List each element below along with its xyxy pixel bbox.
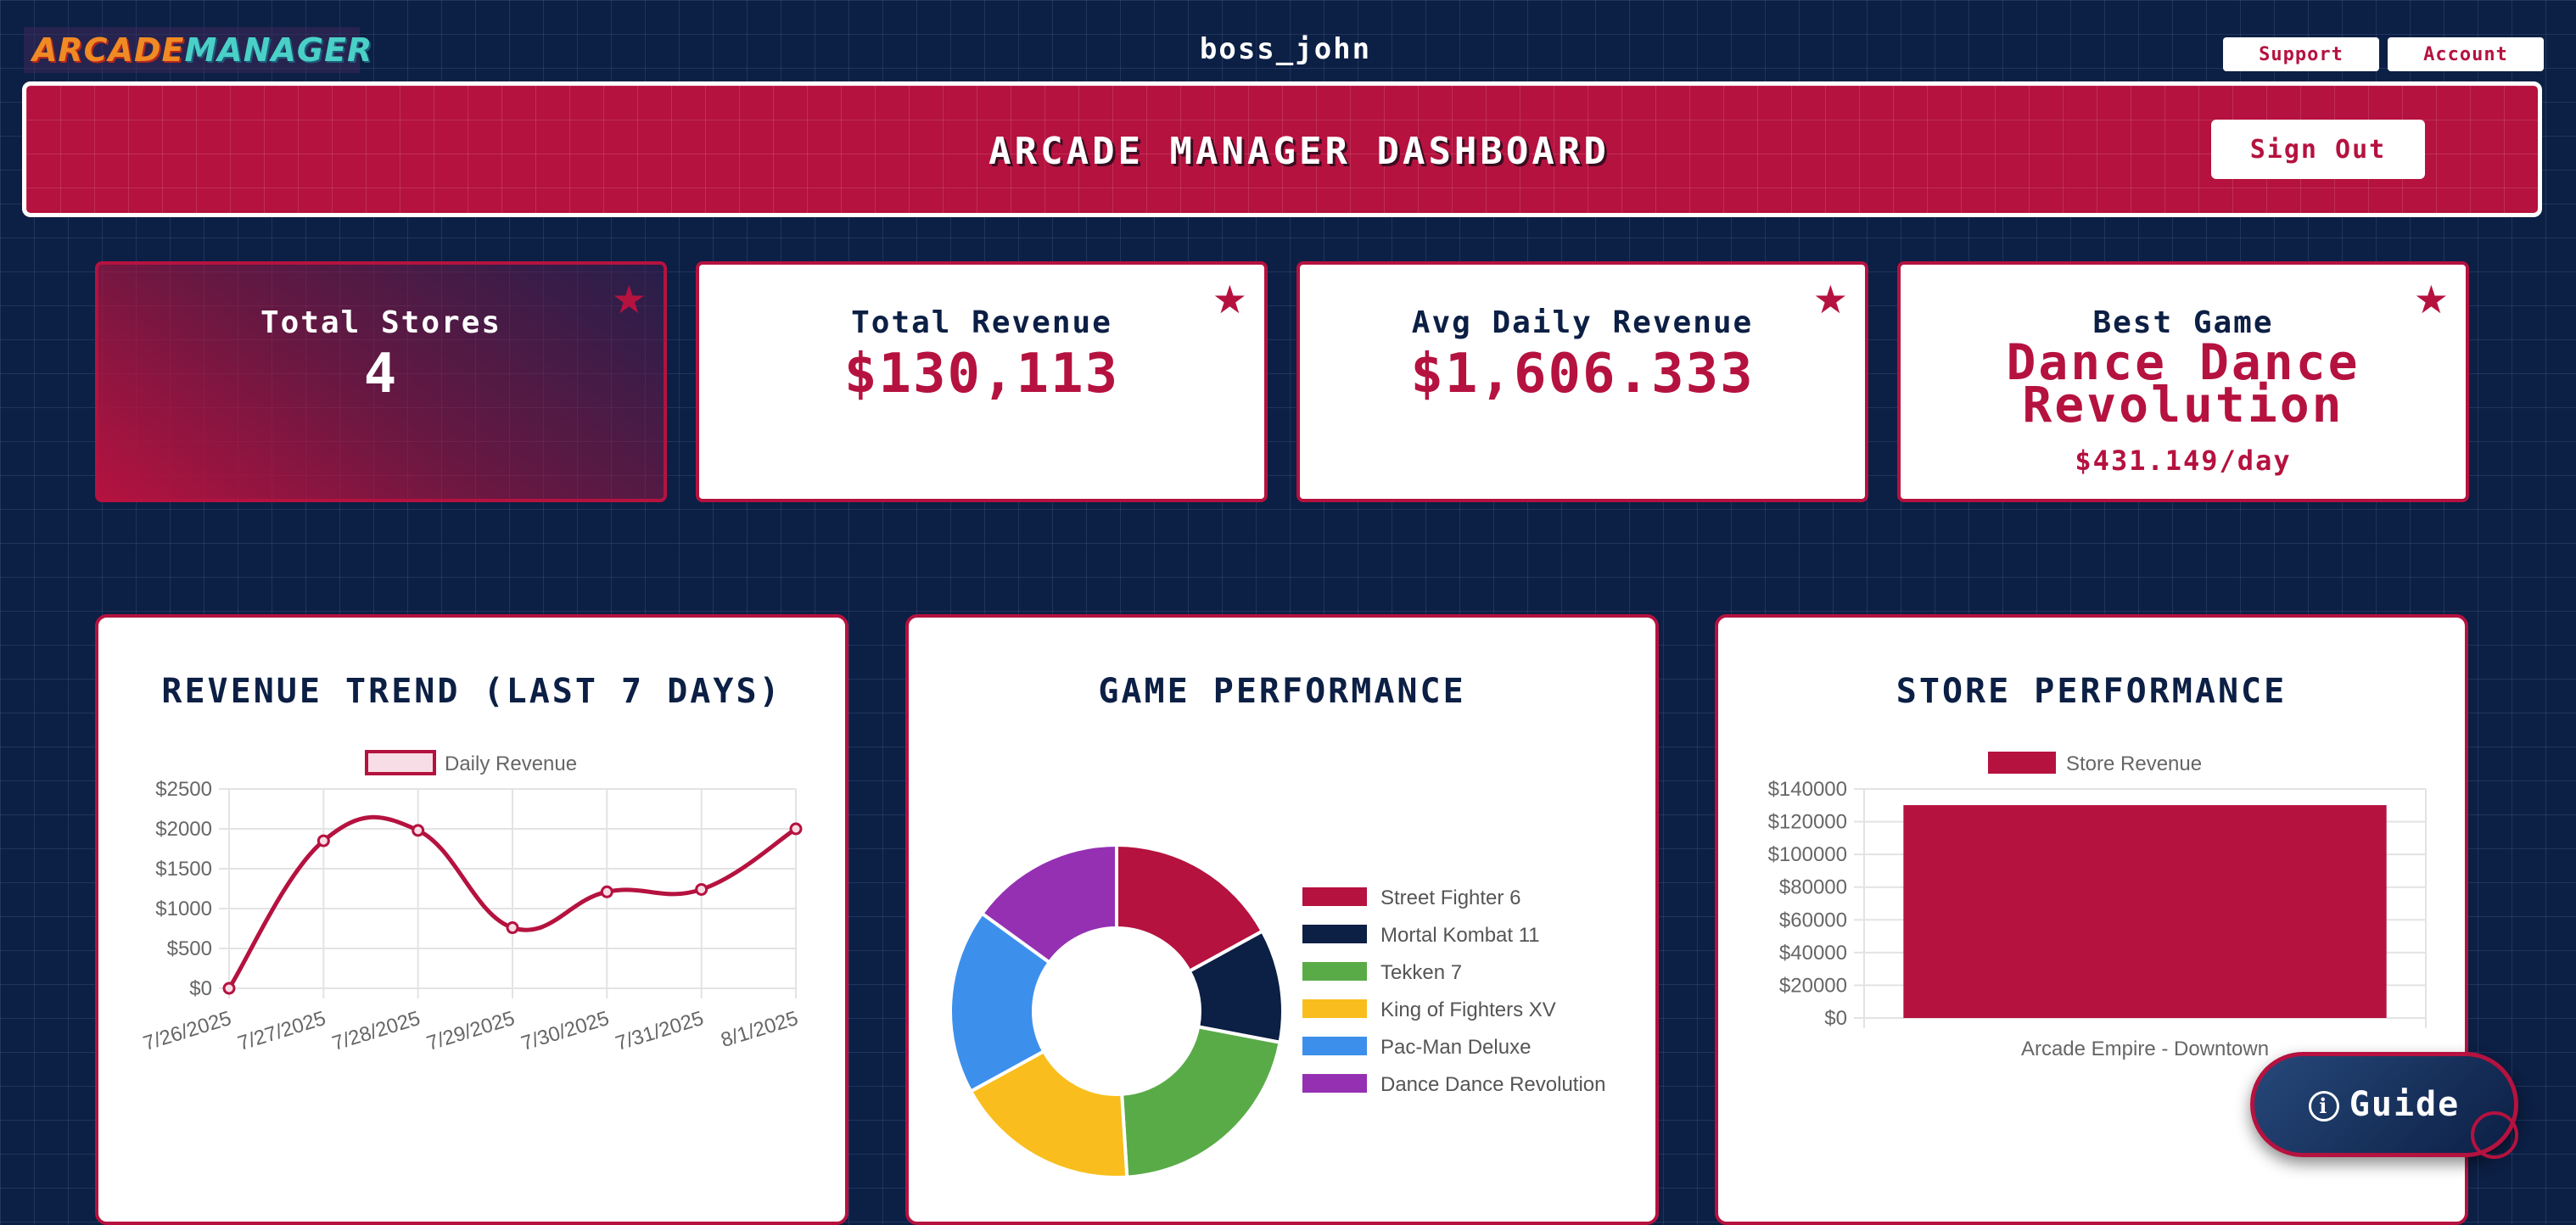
star-icon: ★: [1812, 277, 1848, 322]
x-tick-label: 7/26/2025: [141, 1007, 234, 1055]
legend-label: Store Revenue: [2066, 752, 2202, 775]
legend-label-5: Dance Dance Revolution: [1380, 1073, 1606, 1096]
y-tick-label: $140000: [1768, 778, 1847, 801]
donut-slice-5: [979, 842, 1118, 965]
best-game-line-2: Revolution: [2022, 376, 2344, 434]
data-point-5: [695, 882, 708, 896]
legend-label-1: Mortal Kombat 11: [1380, 924, 1540, 947]
support-button[interactable]: Support: [2223, 37, 2379, 71]
revenue-line-chart[interactable]: Daily Revenue $0 $500 $1000 $1500 $2000 $2500 7…: [98, 618, 845, 1222]
y-tick-label: $120000: [1768, 811, 1847, 834]
legend-label-4: Pac-Man Deluxe: [1380, 1036, 1531, 1059]
data-point-2: [412, 824, 425, 837]
store-performance-title: STORE PERFORMANCE: [1896, 672, 2288, 711]
legend-swatch-5: [1302, 1074, 1367, 1093]
revenue-trend-panel: REVENUE TREND (LAST 7 DAYS) Daily Revenu…: [95, 614, 848, 1225]
dashboard-banner: ARCADE MANAGER DASHBOARD Sign Out: [22, 81, 2542, 217]
store-performance-panel: STORE PERFORMANCE Store Revenue $0 $20000 $…: [1715, 614, 2468, 1225]
top-bar: ARCADEMANAGER boss_john Support Account: [0, 0, 2576, 81]
legend-label-0: Street Fighter 6: [1380, 887, 1520, 909]
guide-ring-decoration: [2471, 1111, 2518, 1159]
account-button[interactable]: Account: [2388, 37, 2544, 71]
legend-label: Daily Revenue: [445, 752, 577, 775]
guide-label: Guide: [2349, 1085, 2461, 1124]
y-tick-label: $500: [167, 937, 212, 960]
page-title: ARCADE MANAGER DASHBOARD: [988, 130, 1610, 173]
best-game-line-1: Dance Dance: [2006, 333, 2360, 391]
legend-swatch-2: [1302, 962, 1367, 981]
game-performance-title: GAME PERFORMANCE: [1098, 672, 1466, 711]
logo-text-manager: MANAGER: [184, 31, 373, 69]
x-tick-label: 7/29/2025: [424, 1007, 518, 1055]
sign-out-button[interactable]: Sign Out: [2211, 120, 2425, 179]
info-icon: i: [2308, 1091, 2339, 1122]
best-game-daily: $431.149/day: [2075, 445, 2292, 477]
y-tick-label: $100000: [1768, 843, 1847, 866]
legend-swatch: [1988, 752, 2056, 774]
y-tick-label: $60000: [1779, 909, 1847, 931]
game-performance-panel: GAME PERFORMANCE Street Fighter 6 Mortal …: [905, 614, 1659, 1225]
y-tick-label: $1000: [155, 898, 212, 920]
y-tick-label: $2000: [155, 818, 212, 841]
stat-label: Avg Daily Revenue: [1411, 305, 1754, 340]
stat-card-total-revenue: ★ Total Revenue $130,113: [696, 261, 1268, 502]
y-tick-label: $1500: [155, 858, 212, 881]
data-point-0: [222, 982, 236, 995]
y-tick-label: $20000: [1779, 974, 1847, 997]
data-point-3: [506, 921, 519, 935]
data-point-4: [600, 885, 613, 898]
x-tick-label: Arcade Empire - Downtown: [2021, 1038, 2269, 1060]
star-icon: ★: [1212, 277, 1247, 322]
donut-slice-2: [1120, 1025, 1282, 1179]
stat-value: $130,113: [843, 343, 1120, 406]
legend-swatch: [365, 750, 436, 775]
stat-card-avg-daily-revenue: ★ Avg Daily Revenue $1,606.333: [1296, 261, 1868, 502]
game-donut-chart[interactable]: Street Fighter 6 Mortal Kombat 11 Tekken 7…: [909, 618, 1655, 1222]
stat-value: Dance Dance Revolution: [1901, 333, 2466, 434]
donut-slice-4: [949, 910, 1052, 1094]
legend-label-3: King of Fighters XV: [1380, 998, 1556, 1021]
x-tick-label: 8/1/2025: [719, 1007, 801, 1052]
y-tick-label: $40000: [1779, 942, 1847, 965]
stat-label: Best Game: [2092, 305, 2274, 340]
star-icon: ★: [611, 277, 647, 322]
x-tick-label: 7/30/2025: [518, 1007, 612, 1055]
username: boss_john: [1199, 32, 1372, 66]
store-bar-chart[interactable]: Store Revenue $0 $20000 $40000 $60000 $80000 $…: [1718, 618, 2465, 1222]
x-tick-label: 7/27/2025: [235, 1007, 328, 1055]
legend-swatch-4: [1302, 1037, 1367, 1055]
legend-swatch-1: [1302, 925, 1367, 943]
stat-value: $1,606.333: [1410, 343, 1755, 406]
x-tick-label: 7/31/2025: [613, 1007, 706, 1055]
logo-text-arcade: ARCADE: [32, 31, 185, 69]
stat-value: 4: [363, 343, 399, 406]
y-tick-label: $0: [1824, 1007, 1847, 1030]
bar-0: [1903, 805, 2387, 1018]
logo[interactable]: ARCADEMANAGER: [24, 27, 372, 73]
stat-card-best-game: ★ Best Game Dance Dance Revolution $431.…: [1897, 261, 2469, 502]
stat-label: Total Stores: [260, 305, 502, 340]
stat-card-total-stores: ★ Total Stores 4: [95, 261, 667, 502]
y-tick-label: $80000: [1779, 876, 1847, 899]
star-icon: ★: [2413, 277, 2449, 322]
stat-label: Total Revenue: [851, 305, 1112, 340]
y-tick-label: $2500: [155, 778, 212, 801]
legend-swatch-0: [1302, 887, 1367, 906]
legend-label-2: Tekken 7: [1380, 961, 1462, 984]
data-point-6: [789, 822, 803, 836]
revenue-trend-title: REVENUE TREND (LAST 7 DAYS): [161, 672, 782, 711]
x-tick-label: 7/28/2025: [329, 1007, 423, 1055]
legend-swatch-3: [1302, 999, 1367, 1018]
data-point-1: [316, 834, 330, 847]
donut-slice-3: [968, 1049, 1129, 1179]
donut-slice-0: [1115, 842, 1265, 974]
y-tick-label: $0: [189, 977, 212, 1000]
